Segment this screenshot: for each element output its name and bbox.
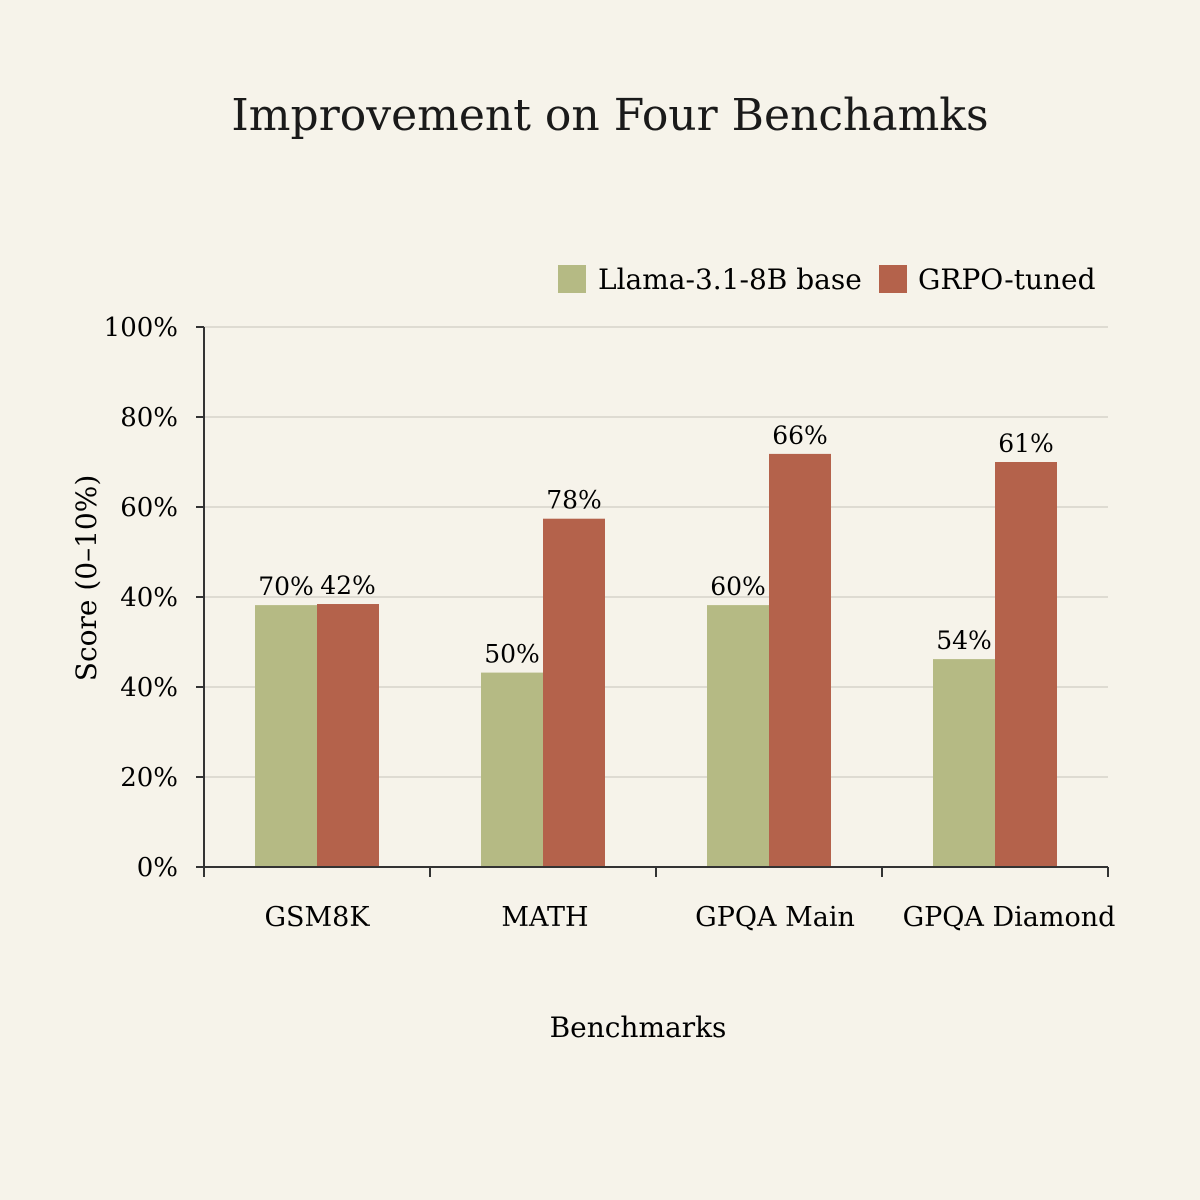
bar-grpo <box>543 518 605 867</box>
data-label: 60% <box>710 572 766 601</box>
data-label: 70% <box>258 572 314 601</box>
y-tick-label: 40% <box>120 673 178 703</box>
bar-base <box>255 605 317 867</box>
data-label: 66% <box>772 421 828 450</box>
y-tick-label: 0% <box>137 853 178 883</box>
bar-base <box>481 672 543 867</box>
x-ticks: GSM8K MATH GPQA Main GPQA Diamond <box>203 867 1116 933</box>
y-tick-label: 100% <box>104 313 178 343</box>
y-tick-label: 80% <box>120 403 178 433</box>
legend-swatch-grpo <box>879 265 907 293</box>
legend: Llama-3.1-8B base GRPO-tuned <box>558 263 1096 296</box>
x-tick-label: GSM8K <box>264 902 370 933</box>
y-ticks: 0% 20% 40% 40% 60% 80% 100% <box>104 313 204 883</box>
x-axis-title: Benchmarks <box>550 1011 727 1044</box>
legend-label-grpo: GRPO-tuned <box>918 263 1096 296</box>
x-tick-label: GPQA Diamond <box>903 902 1116 933</box>
y-tick-label: 60% <box>120 493 178 523</box>
bar-base <box>707 605 769 867</box>
bar-grpo <box>769 453 831 867</box>
data-label: 61% <box>998 429 1054 458</box>
data-label: 42% <box>320 571 376 600</box>
y-axis-title: Score (0–10%) <box>70 475 103 681</box>
bar-grpo <box>317 604 379 867</box>
chart-title: Improvement on Four Benchamks <box>231 90 988 141</box>
x-tick-label: GPQA Main <box>695 902 855 933</box>
bar-base <box>933 659 995 867</box>
bars <box>255 453 1057 867</box>
y-tick-label: 20% <box>120 763 178 793</box>
legend-label-base: Llama-3.1-8B base <box>598 263 862 296</box>
data-labels: 70% 42% 50% 78% 60% 66% 54% 61% <box>258 421 1054 669</box>
legend-swatch-base <box>558 265 586 293</box>
y-tick-label: 40% <box>120 583 178 613</box>
x-tick-label: MATH <box>501 902 588 933</box>
data-label: 54% <box>936 626 992 655</box>
data-label: 50% <box>484 640 540 669</box>
bar-grpo <box>995 462 1057 867</box>
data-label: 78% <box>546 486 602 515</box>
